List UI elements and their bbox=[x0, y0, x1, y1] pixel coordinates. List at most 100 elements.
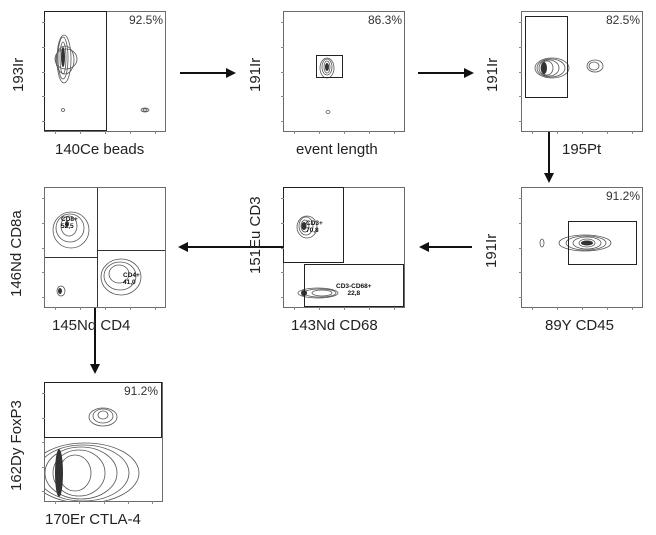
axis-tick bbox=[519, 121, 522, 122]
axis-tick bbox=[607, 131, 608, 134]
axis-tick bbox=[128, 501, 129, 504]
axis-tick bbox=[294, 307, 295, 310]
axis-tick bbox=[519, 22, 522, 23]
axis-tick bbox=[344, 307, 345, 310]
axis-tick bbox=[155, 131, 156, 134]
x-axis-label: event length bbox=[296, 141, 378, 158]
axis-tick bbox=[281, 198, 284, 199]
axis-tick bbox=[281, 297, 284, 298]
gate-value: 70,8 bbox=[306, 227, 319, 234]
axis-tick bbox=[104, 501, 105, 504]
axis-tick bbox=[557, 307, 558, 310]
axis-tick bbox=[152, 501, 153, 504]
plot-panel-7: 91.2% bbox=[42, 382, 163, 504]
x-axis-label: 143Nd CD68 bbox=[291, 317, 378, 334]
axis-tick bbox=[582, 131, 583, 134]
axis-tick bbox=[55, 131, 56, 134]
y-axis-label: 162Dy FoxP3 bbox=[8, 400, 25, 491]
axis-tick bbox=[519, 297, 522, 298]
axis-tick bbox=[130, 307, 131, 310]
plot-panel-4: 91.2% bbox=[519, 187, 643, 310]
axis-tick bbox=[55, 501, 56, 504]
axis-tick bbox=[42, 272, 45, 273]
axis-tick bbox=[55, 307, 56, 310]
gate-cd3neg-cd68-positive bbox=[304, 264, 404, 307]
axis-tick bbox=[42, 491, 45, 492]
axis-tick bbox=[519, 272, 522, 273]
gate-percentage: 91.2% bbox=[605, 189, 640, 203]
gate-label-cd8-positive: CD8+ 52,5 bbox=[61, 216, 78, 230]
axis-tick bbox=[105, 131, 106, 134]
axis-tick bbox=[281, 223, 284, 224]
axis-tick bbox=[632, 131, 633, 134]
axis-tick bbox=[42, 442, 45, 443]
y-axis-label: 191Ir bbox=[483, 233, 500, 268]
axis-tick bbox=[130, 131, 131, 134]
axis-tick bbox=[369, 307, 370, 310]
axis-tick bbox=[281, 72, 284, 73]
axis-tick bbox=[281, 248, 284, 249]
gate-cd3-positive bbox=[283, 187, 344, 263]
x-axis-label: 145Nd CD4 bbox=[52, 317, 131, 334]
x-axis-label: 195Pt bbox=[562, 141, 602, 158]
plot-panel-1: 92.5% bbox=[42, 11, 166, 134]
axis-tick bbox=[80, 131, 81, 134]
axis-tick bbox=[557, 131, 558, 134]
gate-value: 41,0 bbox=[123, 279, 136, 286]
axis-tick bbox=[607, 307, 608, 310]
axis-tick bbox=[42, 418, 45, 419]
gate-live-cells bbox=[525, 16, 568, 98]
gate-name: CD3+ bbox=[306, 220, 323, 227]
axis-tick bbox=[281, 121, 284, 122]
axis-tick bbox=[519, 223, 522, 224]
y-axis-label: 191Ir bbox=[247, 57, 264, 92]
axis-tick bbox=[281, 96, 284, 97]
plot-panel-2: 86.3% bbox=[281, 11, 405, 134]
x-axis-label: 89Y CD45 bbox=[545, 317, 614, 334]
axis-tick bbox=[344, 131, 345, 134]
plot-panel-3: 82.5% bbox=[519, 11, 643, 134]
contour-plot bbox=[539, 234, 612, 252]
axis-tick bbox=[42, 393, 45, 394]
axis-tick bbox=[281, 272, 284, 273]
y-axis-label: 193Ir bbox=[10, 57, 27, 92]
axis-tick bbox=[369, 131, 370, 134]
axis-tick bbox=[42, 72, 45, 73]
axis-tick bbox=[319, 131, 320, 134]
contour-plot bbox=[45, 407, 140, 501]
axis-tick bbox=[281, 47, 284, 48]
axis-tick bbox=[519, 248, 522, 249]
axis-tick bbox=[532, 307, 533, 310]
axis-tick bbox=[632, 307, 633, 310]
axis-tick bbox=[42, 223, 45, 224]
y-axis-label: 191Ir bbox=[484, 57, 501, 92]
axis-tick bbox=[519, 47, 522, 48]
x-axis-label: 140Ce beads bbox=[55, 141, 145, 158]
gate-bead-exclusion bbox=[44, 11, 107, 131]
axis-tick bbox=[80, 307, 81, 310]
axis-tick bbox=[42, 121, 45, 122]
contour-plot bbox=[52, 211, 142, 297]
plot-panel-6: CD8+ 52,5 CD4+ 41,0 bbox=[42, 187, 166, 310]
axis-tick bbox=[105, 307, 106, 310]
gate-percentage: 86.3% bbox=[367, 13, 402, 27]
y-axis-label: 151Eu CD3 bbox=[247, 196, 264, 274]
axis-tick bbox=[42, 96, 45, 97]
gate-cd45-positive bbox=[568, 221, 637, 265]
gate-value: 52,5 bbox=[61, 223, 74, 230]
x-axis-label: 170Er CTLA-4 bbox=[45, 511, 141, 528]
gate-divider-vertical bbox=[97, 188, 98, 307]
axis-tick bbox=[519, 198, 522, 199]
axis-tick bbox=[42, 22, 45, 23]
gate-label-cd3-positive: CD3+ 70,8 bbox=[306, 220, 323, 234]
axis-tick bbox=[394, 131, 395, 134]
axis-tick bbox=[42, 297, 45, 298]
gate-name: CD4+ bbox=[123, 272, 140, 279]
gate-divider-horizontal-right bbox=[97, 250, 165, 251]
gate-foxp3-positive bbox=[44, 382, 162, 438]
axis-tick bbox=[519, 96, 522, 97]
axis-tick bbox=[79, 501, 80, 504]
gate-name: CD3-CD68+ bbox=[336, 283, 372, 290]
axis-tick bbox=[42, 198, 45, 199]
axis-tick bbox=[319, 307, 320, 310]
